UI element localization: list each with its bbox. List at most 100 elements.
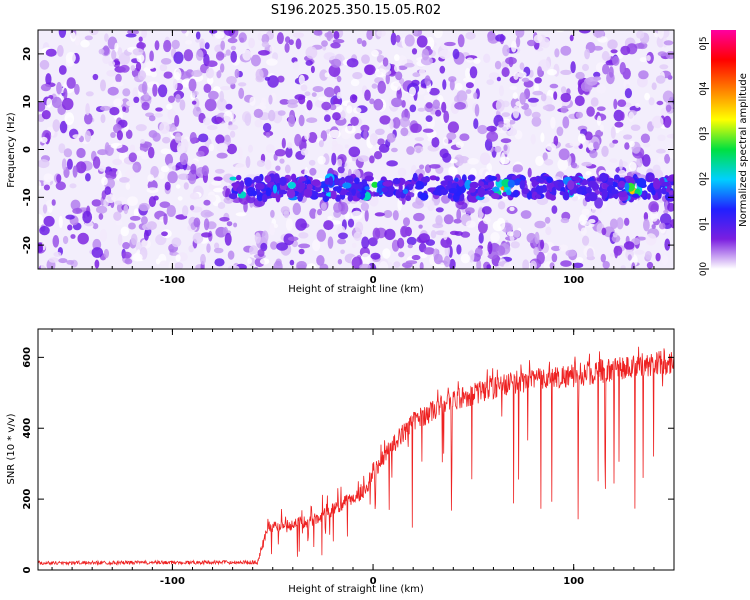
heatmap-cell [397, 55, 408, 67]
heatmap-cell [381, 187, 388, 193]
heatmap-cell [136, 42, 147, 49]
heatmap-cell [304, 91, 311, 96]
heatmap-cell [344, 175, 354, 184]
heatmap-cell [247, 258, 252, 265]
heatmap-cell [204, 98, 217, 112]
heatmap-cell [297, 182, 306, 190]
heatmap-cell [486, 79, 495, 85]
heatmap-cell [328, 129, 341, 139]
heatmap-cell [663, 209, 669, 214]
heatmap-cell [227, 250, 235, 260]
heatmap-cell [572, 262, 584, 268]
heatmap-cell [371, 83, 378, 89]
heatmap-cell [417, 107, 426, 112]
heatmap-cell [667, 202, 674, 212]
heatmap-cell [185, 40, 193, 45]
heatmap-cell [377, 184, 383, 195]
heatmap-cell [329, 104, 337, 111]
heatmap-cell [94, 259, 100, 269]
heatmap-cell [138, 202, 150, 212]
heatmap-cell [38, 214, 44, 226]
heatmap-cell [569, 34, 574, 42]
heatmap-cell [113, 211, 122, 221]
heatmap-cell [189, 205, 195, 211]
heatmap-cell [599, 124, 605, 132]
heatmap-cell [162, 136, 171, 144]
heatmap-cell [332, 112, 341, 121]
heatmap-cell [374, 212, 385, 217]
heatmap-cell [527, 167, 532, 178]
heatmap-cell [524, 108, 532, 117]
x-tick-label: 0 [370, 275, 377, 286]
heatmap-cell [532, 90, 544, 96]
heatmap-cell [249, 96, 256, 107]
heatmap-cell [536, 251, 545, 265]
heatmap-cell [651, 224, 656, 229]
heatmap-cell [401, 100, 406, 108]
heatmap-cell [344, 161, 349, 173]
heatmap-cell [256, 160, 265, 167]
heatmap-cell [397, 65, 408, 71]
heatmap-cell [602, 182, 608, 189]
heatmap-cell [578, 30, 591, 34]
heatmap-cell [204, 211, 214, 217]
y-tick-label: 0 [22, 566, 33, 573]
heatmap-cell [391, 97, 403, 108]
heatmap-cell [474, 104, 480, 117]
heatmap-cell [277, 75, 285, 83]
heatmap-cell [460, 253, 471, 264]
heatmap-cell [657, 156, 665, 163]
heatmap-cell [114, 200, 122, 205]
heatmap-cell [214, 116, 223, 124]
heatmap-cell [512, 105, 520, 119]
heatmap-cell [148, 115, 156, 122]
heatmap-cell [225, 103, 233, 110]
heatmap-cell [483, 53, 491, 63]
heatmap-cell [513, 189, 519, 198]
heatmap-cell [41, 110, 51, 120]
y-tick-label: 20 [22, 47, 33, 61]
heatmap-cell [635, 103, 640, 108]
heatmap-cell [91, 247, 104, 258]
heatmap-cell [590, 97, 599, 107]
heatmap-cell [196, 150, 205, 157]
heatmap-cell [72, 165, 78, 178]
heatmap-cell [350, 116, 359, 127]
heatmap-cell [260, 242, 268, 252]
heatmap-cell [565, 249, 577, 257]
heatmap-cell [298, 74, 305, 85]
heatmap-cell [602, 261, 610, 269]
heatmap-cell [279, 99, 290, 105]
heatmap-cell [119, 177, 130, 183]
heatmap-cell [551, 245, 561, 252]
heatmap-cell [70, 31, 76, 42]
heatmap-cell [192, 90, 199, 96]
heatmap-cell [645, 233, 657, 246]
heatmap-cell [213, 187, 224, 193]
heatmap-cell [655, 75, 666, 84]
heatmap-cell [219, 90, 224, 103]
heatmap-cell [65, 52, 76, 64]
heatmap-cell [311, 179, 321, 187]
heatmap-cell [443, 255, 451, 268]
heatmap-cell [415, 180, 425, 190]
heatmap-cell [361, 40, 367, 47]
heatmap-cell [38, 102, 46, 112]
heatmap-cell [508, 56, 514, 68]
heatmap-cell [175, 254, 181, 262]
heatmap-cell [106, 70, 117, 77]
heatmap-cell [66, 260, 75, 265]
heatmap-cell [163, 71, 173, 79]
heatmap-cell [238, 32, 247, 43]
heatmap-cell [511, 40, 517, 53]
heatmap-cell [530, 102, 538, 108]
heatmap-cell [65, 214, 75, 220]
heatmap-cell [122, 88, 131, 97]
heatmap-cell [431, 137, 440, 148]
heatmap-cell [560, 260, 572, 267]
heatmap-cell [419, 262, 424, 269]
heatmap-cell [130, 65, 136, 72]
heatmap-cell [321, 40, 328, 47]
heatmap-cell [465, 31, 476, 40]
heatmap-cell [354, 177, 360, 185]
